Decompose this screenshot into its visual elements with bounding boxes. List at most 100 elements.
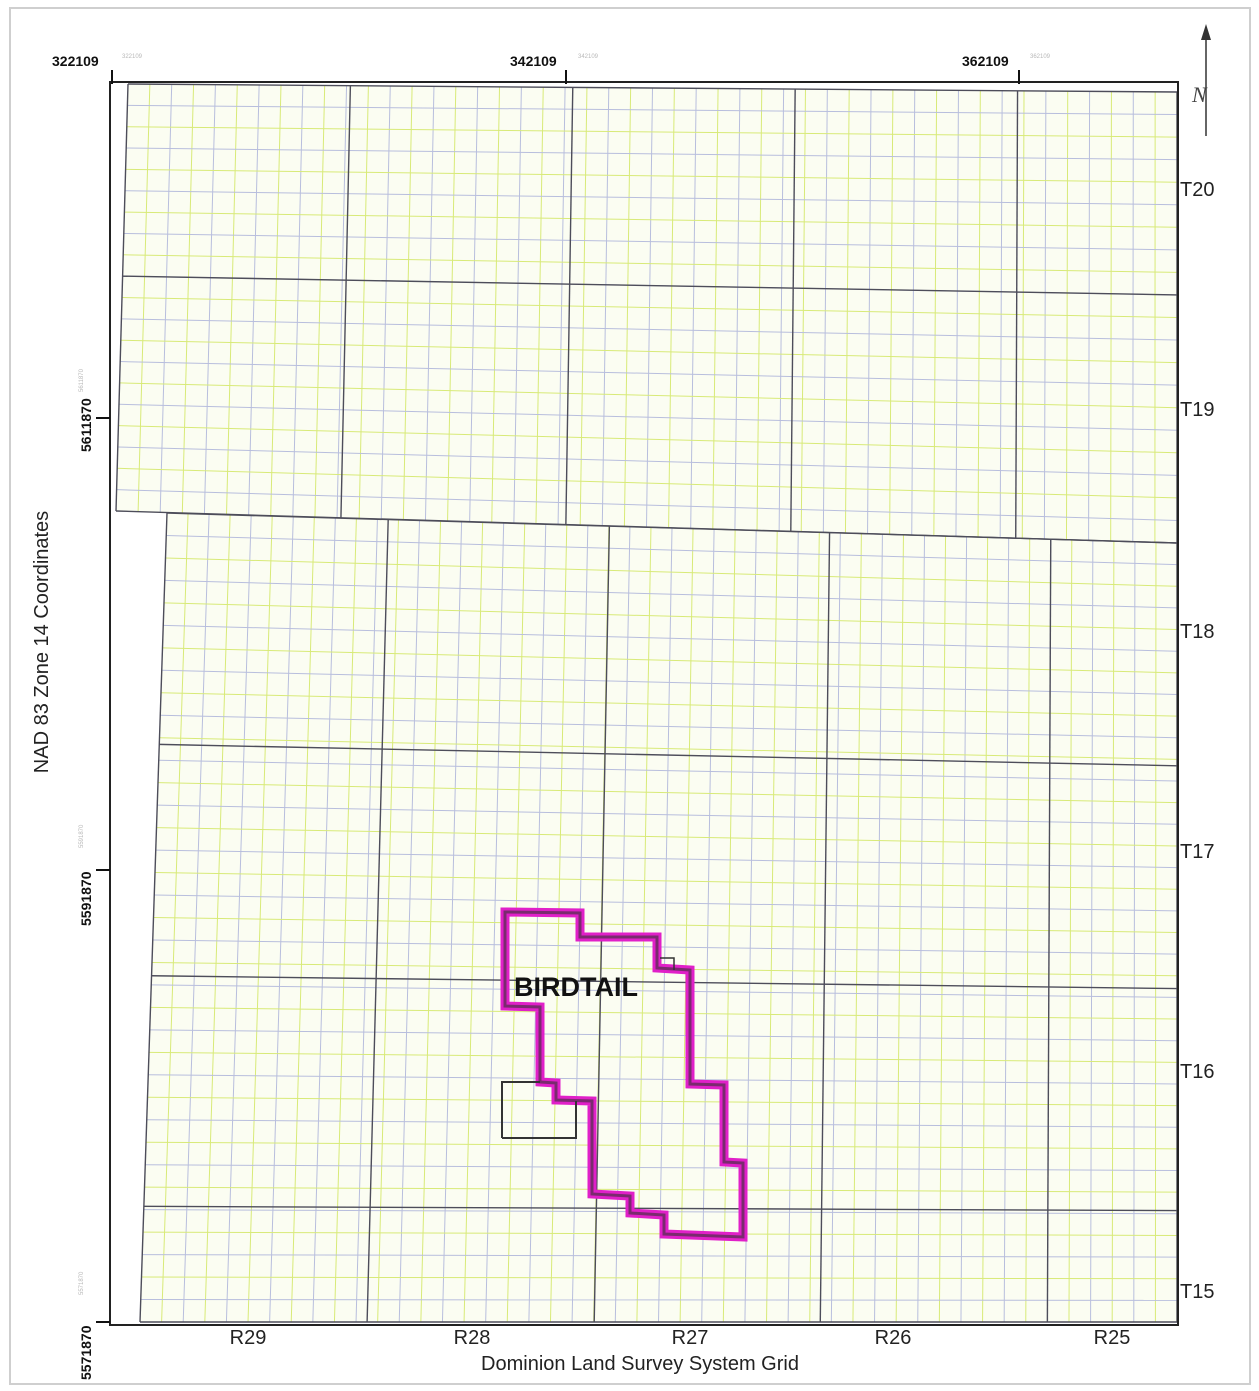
- grid-line-minor: [124, 190, 1178, 206]
- area-label: BIRDTAIL: [514, 972, 638, 1002]
- parcel-outline: [501, 1081, 540, 1138]
- grid-line-minor: [121, 318, 1178, 341]
- grid-line-minor: [145, 1141, 1178, 1150]
- grid-line-minor: [162, 647, 1178, 674]
- grid-line-minor: [163, 624, 1178, 652]
- grid-line-minor: [150, 1006, 1178, 1020]
- easting-ticks: [111, 70, 1020, 84]
- grid-line-minor: [126, 147, 1178, 161]
- grid-line-minor: [152, 939, 1178, 955]
- grid-line-minor: [151, 984, 1178, 998]
- grid-line-minor: [166, 534, 1178, 566]
- grid-line-minor: [164, 579, 1178, 609]
- range-label: R28: [454, 1327, 491, 1349]
- grid-line-minor: [144, 1186, 1178, 1193]
- grid-line-minor: [154, 894, 1178, 912]
- township-boundary: [151, 975, 1178, 990]
- grid-line-minor: [118, 403, 1178, 431]
- range-label: R25: [1094, 1327, 1131, 1349]
- grid-line-minor: [148, 1051, 1178, 1063]
- grid-line-minor: [126, 126, 1178, 138]
- range-boundary: [790, 89, 796, 532]
- grid-line-minor: [140, 1299, 1178, 1301]
- easting-ghost-label: 342109: [578, 54, 599, 60]
- grid-line-minor: [117, 446, 1178, 476]
- township-label: T16: [1180, 1061, 1214, 1083]
- grid-line-minor: [159, 737, 1178, 760]
- grid-line-minor: [118, 425, 1178, 454]
- grid-line-minor: [158, 759, 1178, 782]
- township-boundary: [143, 1205, 1178, 1212]
- parcel-outline: [660, 957, 675, 970]
- grid-line-minor: [149, 1029, 1178, 1042]
- grid-line-minor: [120, 339, 1178, 364]
- township-label: T17: [1180, 841, 1214, 863]
- grid-line-minor: [117, 467, 1178, 499]
- northing-label: 5571870: [78, 1325, 94, 1380]
- north-arrow-label: N: [1191, 82, 1208, 107]
- grid-line-minor: [156, 827, 1178, 847]
- northing-label: 5591870: [78, 871, 94, 926]
- easting-label: 362109: [962, 53, 1009, 69]
- grid-line-minor: [142, 1254, 1178, 1258]
- grid-line-minor: [160, 692, 1178, 717]
- township-boundary: [159, 743, 1178, 767]
- grid-line-minor: [124, 211, 1178, 228]
- township-label: T15: [1180, 1281, 1214, 1303]
- grid-line-minor: [120, 361, 1178, 386]
- range-boundary: [593, 526, 611, 1323]
- range-boundary: [115, 83, 129, 512]
- northing-ghost-label: 5571870: [79, 1271, 85, 1295]
- grid-line-minor: [141, 1276, 1178, 1280]
- grid-line-minor: [123, 232, 1178, 251]
- township-label: T18: [1180, 621, 1214, 643]
- range-boundary: [1015, 90, 1019, 539]
- grid-line-minor: [148, 1074, 1178, 1085]
- range-label: R26: [875, 1327, 912, 1349]
- range-boundary: [366, 519, 389, 1323]
- range-boundary: [139, 512, 168, 1323]
- grid-line-minor: [146, 1119, 1178, 1128]
- range-boundary: [1046, 539, 1052, 1323]
- north-arrow-icon: N: [1191, 24, 1211, 136]
- bottom-axis-title: Dominion Land Survey System Grid: [481, 1353, 799, 1375]
- survey-grid: [116, 84, 1178, 1323]
- township-boundary: [127, 83, 1178, 93]
- claim-outline: [503, 910, 745, 1239]
- map-frame: [109, 81, 1179, 1326]
- township-label: T19: [1180, 399, 1214, 421]
- grid-line-minor: [165, 557, 1178, 587]
- parcel-outline: [502, 1101, 577, 1139]
- grid-line-minor: [163, 602, 1178, 631]
- easting-label: 342109: [510, 53, 557, 69]
- northing-ghost-label: 5591870: [79, 824, 85, 848]
- township-boundary: [122, 275, 1178, 296]
- township-label: T20: [1180, 179, 1214, 201]
- range-label: R27: [672, 1327, 709, 1349]
- grid-line-minor: [121, 297, 1178, 318]
- easting-ghost-label: 362109: [1030, 54, 1051, 60]
- left-axis-title: NAD 83 Zone 14 Coordinates: [31, 511, 53, 773]
- grid-line-minor: [125, 168, 1178, 183]
- grid-line-minor: [127, 104, 1178, 116]
- range-label: R29: [230, 1327, 267, 1349]
- grid-line-minor: [147, 1096, 1178, 1107]
- grid-line-minor: [119, 382, 1178, 409]
- grid-line-minor: [155, 849, 1178, 869]
- range-boundary: [819, 532, 831, 1323]
- grid-line-minor: [160, 714, 1178, 739]
- easting-ghost-label: 322109: [122, 54, 143, 60]
- northing-label: 5611870: [78, 398, 94, 452]
- grid-line-minor: [157, 782, 1178, 804]
- range-boundary: [340, 85, 352, 518]
- grid-line-minor: [157, 804, 1178, 825]
- northing-ticks: [96, 417, 110, 1323]
- south-block-fill: [140, 513, 1177, 1322]
- grid-line-minor: [116, 489, 1178, 521]
- northing-ghost-label: 5611870: [79, 368, 85, 392]
- grid-line-minor: [161, 669, 1178, 695]
- township-boundary: [166, 512, 1178, 544]
- birdtail-boundary: [500, 907, 748, 1242]
- grid-line-minor: [123, 254, 1178, 273]
